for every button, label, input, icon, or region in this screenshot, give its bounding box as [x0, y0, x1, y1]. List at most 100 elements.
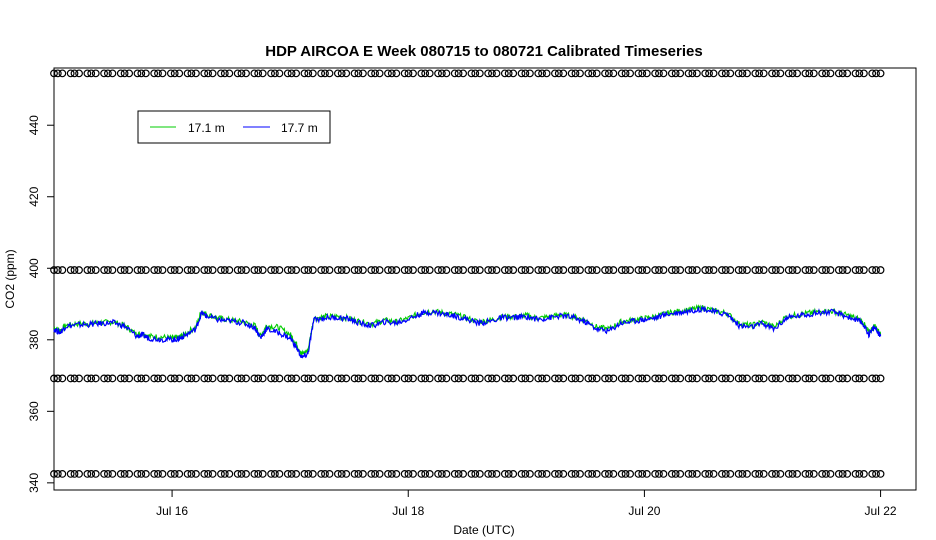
ref-point-middle-lower-57 — [526, 374, 534, 383]
ref-point-middle-lower-87 — [776, 374, 785, 383]
ref-point-middle-upper-29 — [292, 266, 301, 274]
ref-point-lower-47 — [442, 470, 451, 478]
ref-point-middle-lower-b70 — [638, 374, 647, 383]
legend: 17.1 m 17.7 m — [137, 110, 331, 144]
ref-point-lower-12 — [150, 470, 159, 478]
ref-point-upper-b64 — [588, 69, 597, 78]
ref-point-middle-lower-11 — [141, 374, 150, 383]
ref-point-middle-lower-b20 — [220, 374, 229, 383]
ref-point-middle-upper-b66 — [604, 266, 613, 274]
ref-point-middle-upper-b14 — [170, 266, 179, 274]
ref-point-lower-b96 — [855, 470, 864, 478]
ref-point-upper-14 — [166, 69, 175, 78]
ref-point-lower-98 — [868, 470, 877, 478]
ref-point-middle-upper-80 — [718, 266, 726, 274]
ref-point-middle-lower-7 — [108, 374, 117, 383]
ref-point-upper-61 — [559, 69, 568, 78]
ref-point-lower-b76 — [688, 470, 697, 478]
ref-point-middle-upper-70 — [634, 266, 643, 274]
series-lines — [53, 303, 882, 359]
ref-point-upper-66 — [601, 69, 609, 78]
ref-point-middle-lower-19 — [208, 374, 217, 383]
ref-point-middle-lower-63 — [576, 374, 584, 383]
ref-point-upper-21 — [225, 69, 234, 78]
ref-point-middle-upper-26 — [267, 266, 275, 274]
ref-point-middle-upper-b30 — [304, 266, 313, 274]
ref-point-middle-upper-35 — [342, 266, 351, 274]
ref-point-middle-lower-b40 — [387, 374, 396, 383]
ref-point-middle-upper-93 — [826, 266, 835, 274]
ref-point-lower-78 — [701, 470, 710, 478]
ref-point-middle-lower-28 — [283, 374, 292, 383]
ref-point-middle-lower-96 — [851, 374, 860, 383]
ref-point-upper-98 — [868, 69, 877, 78]
ref-point-middle-upper-b18 — [204, 266, 212, 274]
ref-point-middle-upper-5 — [91, 266, 100, 274]
ref-point-middle-lower-49 — [459, 374, 468, 383]
ref-point-middle-lower-42 — [400, 374, 409, 383]
ref-point-middle-upper-b80 — [721, 266, 730, 274]
ref-point-upper-91 — [809, 69, 818, 78]
ref-point-lower-96 — [851, 470, 860, 478]
ref-point-middle-lower-b56 — [521, 374, 530, 383]
ref-point-lower-31 — [308, 470, 317, 478]
ref-point-middle-upper-94 — [834, 266, 843, 274]
y-tick-label-2: 380 — [27, 329, 41, 349]
ref-point-middle-upper-36 — [350, 266, 359, 274]
ref-point-middle-lower-31 — [308, 374, 317, 383]
ref-point-middle-upper-b56 — [521, 266, 530, 274]
ref-point-middle-lower-b14 — [170, 374, 179, 383]
ref-point-lower-b10 — [137, 470, 146, 478]
ref-point-middle-upper-78 — [701, 266, 710, 274]
ref-point-upper-b60 — [554, 69, 563, 78]
ref-point-middle-lower-83 — [743, 374, 751, 383]
ref-point-middle-upper-4 — [83, 266, 92, 274]
ref-point-upper-b40 — [387, 69, 396, 78]
ref-point-middle-upper-12 — [150, 266, 159, 274]
ref-point-middle-lower-64 — [584, 374, 593, 383]
ref-point-middle-upper-90 — [801, 266, 810, 274]
ref-point-middle-upper-79 — [709, 266, 718, 274]
ref-point-middle-lower-b12 — [154, 374, 162, 383]
ref-point-middle-lower-54 — [500, 374, 509, 383]
ref-point-middle-lower-66 — [601, 374, 609, 383]
ref-point-middle-lower-73 — [659, 374, 668, 383]
ref-point-upper-b10 — [137, 69, 146, 78]
ref-point-middle-lower-22 — [233, 374, 242, 383]
ref-point-middle-upper-b10 — [137, 266, 146, 274]
ref-point-middle-lower-34 — [333, 374, 342, 383]
ref-point-middle-upper-b96 — [855, 266, 864, 274]
ref-point-lower-24 — [250, 470, 259, 478]
ref-point-middle-upper-17 — [192, 266, 200, 274]
ref-point-upper-39 — [375, 69, 384, 78]
ref-point-lower-b82 — [738, 470, 747, 478]
ref-point-upper-b82 — [738, 69, 747, 78]
ref-point-middle-lower-b22 — [237, 374, 246, 383]
ref-point-middle-upper-10 — [133, 266, 142, 274]
ref-point-middle-upper-b86 — [771, 266, 780, 274]
ref-point-middle-upper-b68 — [621, 266, 630, 274]
ref-point-upper-b68 — [621, 69, 630, 78]
ref-point-lower-b94 — [838, 470, 847, 478]
ref-point-lower-b52 — [488, 470, 496, 478]
ref-point-middle-lower-b78 — [705, 374, 713, 383]
ref-point-lower-84 — [751, 470, 760, 478]
chart-title: HDP AIRCOA E Week 080715 to 080721 Calib… — [265, 43, 702, 60]
ref-point-middle-upper-75 — [676, 266, 685, 274]
ref-point-middle-lower-38 — [367, 374, 376, 383]
ref-point-middle-lower-44 — [417, 374, 426, 383]
ref-point-middle-upper-b38 — [371, 266, 379, 274]
ref-point-lower-57 — [526, 470, 534, 478]
ref-point-middle-lower-9 — [125, 374, 134, 383]
ref-point-middle-upper-41 — [392, 266, 401, 274]
ref-point-middle-lower-36 — [350, 374, 359, 383]
ref-point-upper-60 — [551, 69, 559, 78]
ref-point-middle-lower-75 — [676, 374, 685, 383]
ref-point-lower-83 — [743, 470, 751, 478]
ref-point-upper-17 — [192, 69, 200, 78]
ref-point-middle-upper-b78 — [705, 266, 713, 274]
ref-point-lower-48 — [450, 470, 459, 478]
reference-points — [50, 69, 885, 478]
ref-point-middle-lower-46 — [434, 374, 442, 383]
ref-point-upper-38 — [367, 69, 376, 78]
